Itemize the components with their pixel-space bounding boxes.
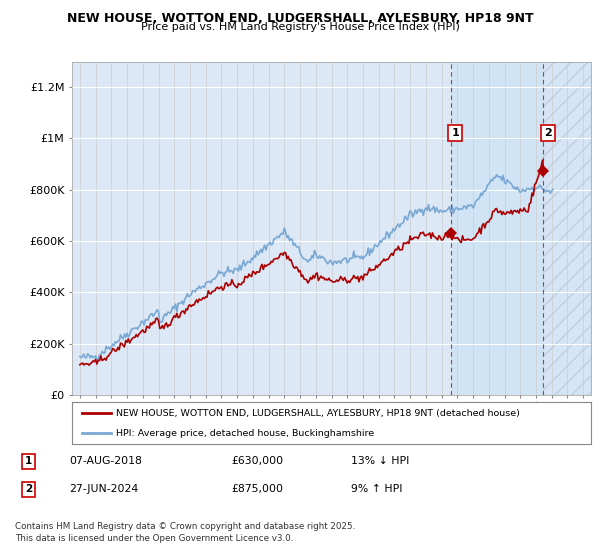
Text: 9% ↑ HPI: 9% ↑ HPI: [351, 484, 403, 494]
Text: £630,000: £630,000: [231, 456, 283, 466]
Text: 1: 1: [452, 128, 460, 138]
Text: NEW HOUSE, WOTTON END, LUDGERSHALL, AYLESBURY, HP18 9NT (detached house): NEW HOUSE, WOTTON END, LUDGERSHALL, AYLE…: [116, 409, 520, 418]
Text: HPI: Average price, detached house, Buckinghamshire: HPI: Average price, detached house, Buck…: [116, 428, 374, 437]
Text: Contains HM Land Registry data © Crown copyright and database right 2025.
This d: Contains HM Land Registry data © Crown c…: [15, 522, 355, 543]
Text: 1: 1: [25, 456, 32, 466]
Text: 27-JUN-2024: 27-JUN-2024: [69, 484, 138, 494]
Text: 2: 2: [544, 128, 552, 138]
Text: 07-AUG-2018: 07-AUG-2018: [69, 456, 142, 466]
Text: Price paid vs. HM Land Registry's House Price Index (HPI): Price paid vs. HM Land Registry's House …: [140, 22, 460, 32]
Bar: [544, 62, 591, 395]
Text: 13% ↓ HPI: 13% ↓ HPI: [351, 456, 409, 466]
Bar: [451, 62, 544, 395]
Text: 2: 2: [25, 484, 32, 494]
Text: NEW HOUSE, WOTTON END, LUDGERSHALL, AYLESBURY, HP18 9NT: NEW HOUSE, WOTTON END, LUDGERSHALL, AYLE…: [67, 12, 533, 25]
Text: £875,000: £875,000: [231, 484, 283, 494]
